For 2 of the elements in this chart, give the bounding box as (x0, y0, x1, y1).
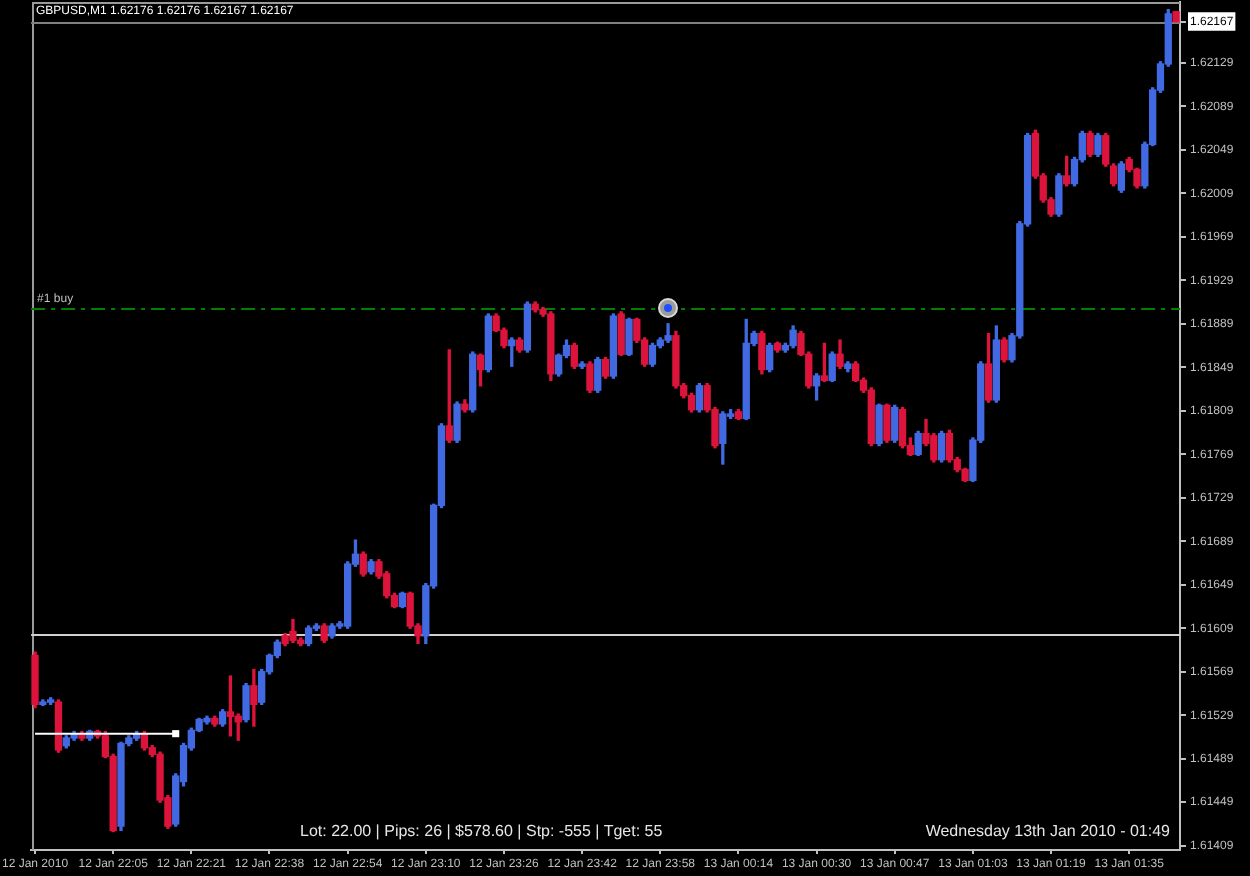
annotation: Wednesday 13th Jan 2010 - 01:49 (925, 822, 1170, 842)
annotation: Lot: 22.00 | Pips: 26 | $578.60 | Stp: -555 | Tget: 55 (300, 822, 663, 842)
